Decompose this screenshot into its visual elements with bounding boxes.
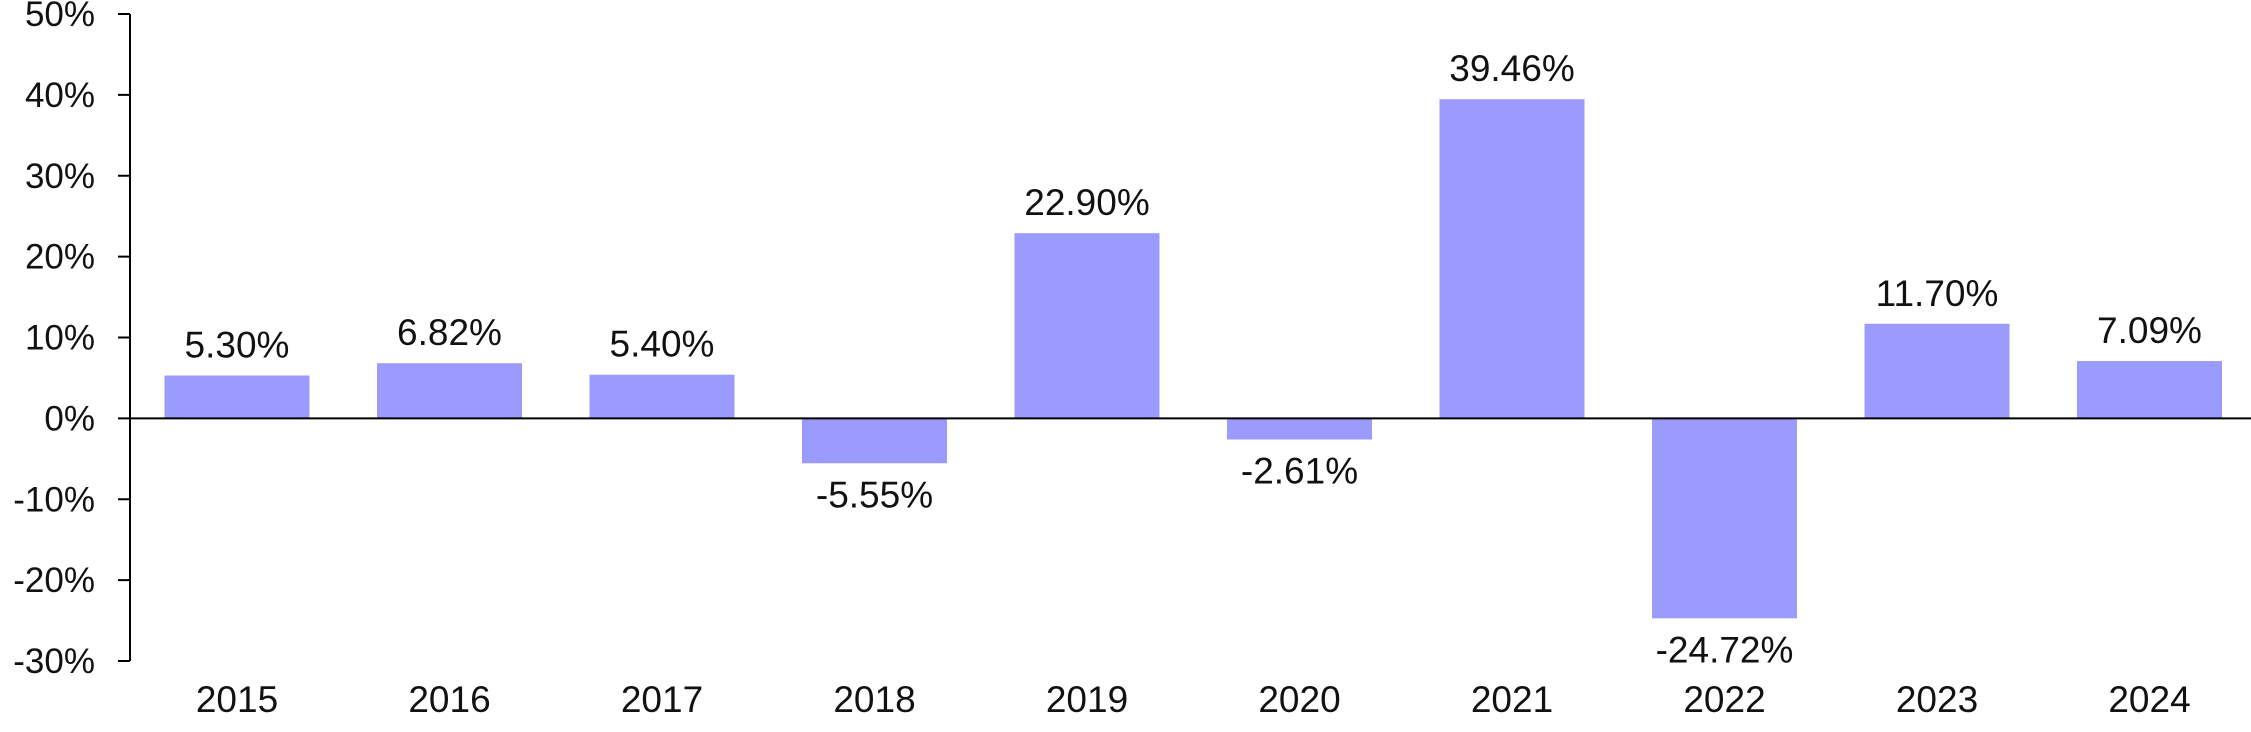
x-category-label: 2021 [1471, 679, 1553, 720]
x-category-label: 2019 [1046, 679, 1128, 720]
data-label: 39.46% [1449, 48, 1575, 89]
y-tick-label: 20% [25, 238, 95, 277]
bars [164, 99, 2222, 619]
y-tick-label: 0% [44, 399, 95, 438]
data-label: 11.70% [1876, 273, 1999, 314]
data-label: 7.09% [2097, 310, 2202, 351]
bar [1652, 418, 1797, 619]
bar [802, 418, 947, 464]
data-label: 22.90% [1024, 182, 1150, 223]
x-category-label: 2015 [196, 679, 278, 720]
data-label: 6.82% [397, 312, 502, 353]
bar [164, 375, 310, 419]
x-axis-labels: 2015 2016 2017 2018 2019 2020 2021 2022 2023 2024 [196, 679, 2191, 720]
y-tick-label: 10% [25, 319, 95, 358]
x-category-label: 2022 [1683, 679, 1765, 720]
data-label: 5.30% [185, 325, 290, 366]
y-tick-label: -10% [13, 480, 95, 519]
data-label: -2.61% [1241, 450, 1358, 491]
bar [2077, 361, 2222, 419]
x-category-label: 2018 [833, 679, 915, 720]
data-label: -24.72% [1656, 629, 1794, 670]
y-tick-label: 30% [25, 157, 95, 196]
x-category-label: 2017 [621, 679, 703, 720]
y-axis: 50% 40% 30% 20% 10% 0% -10% -20% -30% [13, 0, 131, 681]
x-category-label: 2024 [2108, 679, 2190, 720]
x-category-label: 2016 [408, 679, 490, 720]
y-tick-label: -20% [13, 561, 95, 600]
bar [377, 363, 522, 419]
y-tick-label: 40% [25, 76, 95, 115]
bar [1439, 99, 1585, 419]
bar [1864, 323, 2010, 419]
bar [1014, 233, 1160, 419]
data-label: -5.55% [816, 474, 933, 515]
bar [1227, 418, 1372, 440]
bar [589, 374, 735, 419]
y-tick-label: 50% [25, 0, 95, 34]
x-category-label: 2023 [1896, 679, 1978, 720]
data-label: 5.40% [610, 324, 715, 365]
x-category-label: 2020 [1258, 679, 1340, 720]
data-labels: 5.30% 6.82% 5.40% -5.55% 22.90% -2.61% 39.46% -… [185, 48, 2202, 670]
y-tick-label: -30% [13, 642, 95, 681]
